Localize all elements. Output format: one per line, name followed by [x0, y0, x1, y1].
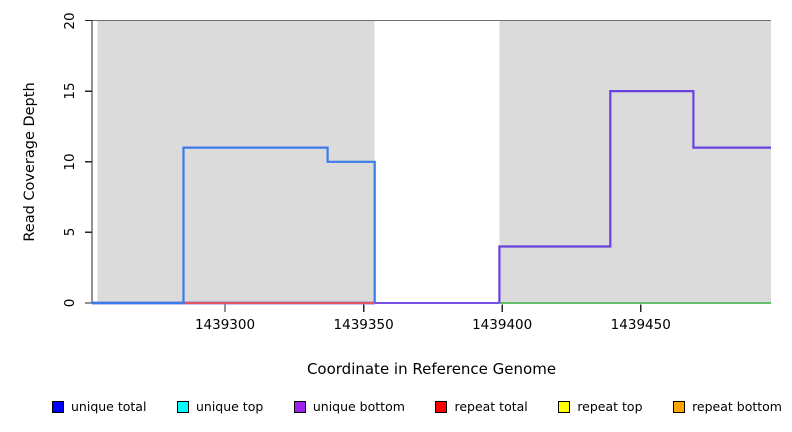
repeat-total-swatch: [435, 400, 448, 413]
shaded-region-right: [499, 20, 771, 303]
x-tick-label: 1439300: [194, 317, 256, 333]
x-tick-label: 1439350: [333, 317, 394, 333]
legend-item-repeat-top: repeat top: [558, 399, 643, 414]
legend-label: repeat bottom: [692, 399, 782, 414]
y-tick-label: 10: [62, 153, 78, 171]
x-tick-label: 1439450: [610, 317, 671, 333]
unique-bottom-line: [498, 89, 771, 303]
x-axis-title: Coordinate in Reference Genome: [306, 360, 557, 378]
repeat-bottom-swatch: [673, 400, 686, 413]
unique-total-line: [92, 146, 376, 305]
legend-item-unique-total: unique total: [52, 399, 146, 414]
y-axis-title: Read Coverage Depth: [22, 82, 38, 242]
y-tick-label: 20: [62, 11, 78, 30]
legend-label: unique total: [71, 399, 147, 414]
x-tick-label: 1439400: [472, 317, 533, 333]
unique-top-swatch: [176, 400, 189, 413]
y-tick-label: 5: [62, 228, 78, 237]
legend-label: unique bottom: [312, 399, 405, 414]
legend-item-unique-top: unique top: [176, 399, 264, 414]
repeat-top-swatch: [558, 400, 571, 413]
legend-item-repeat-total: repeat total: [435, 399, 528, 414]
unique-bottom-swatch: [293, 400, 306, 413]
legend: unique total unique top unique bottom repea…: [52, 399, 782, 414]
legend-label: repeat top: [577, 399, 643, 414]
legend-label: unique top: [195, 399, 264, 414]
unique-total-swatch: [52, 400, 64, 413]
y-tick-label: 0: [62, 298, 78, 308]
legend-item-unique-bottom: unique bottom: [293, 399, 405, 414]
legend-label: repeat total: [454, 399, 528, 414]
legend-item-repeat-bottom: repeat bottom: [673, 399, 782, 414]
y-tick-label: 15: [62, 82, 78, 100]
